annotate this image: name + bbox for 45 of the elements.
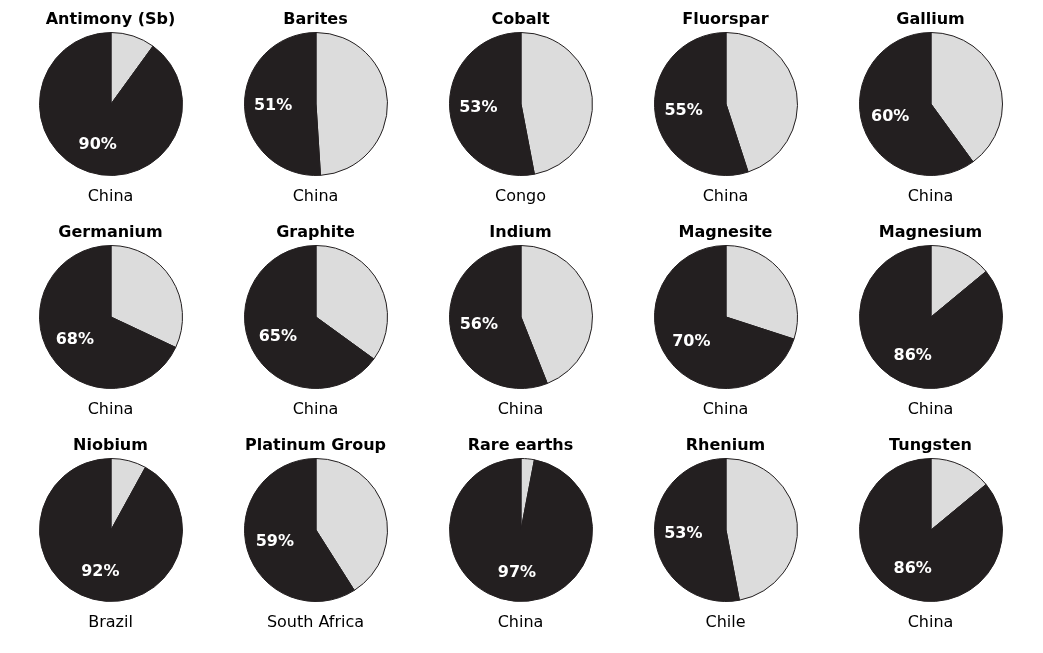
slice-label: Chile xyxy=(705,612,746,631)
data-label: 65% xyxy=(258,325,297,345)
data-label: 68% xyxy=(55,329,94,349)
slice-label: China xyxy=(907,399,954,418)
slice-label: Brazil xyxy=(88,612,133,631)
slice-label: China xyxy=(702,186,749,205)
chart-title: Barites xyxy=(283,8,348,30)
slice-label: China xyxy=(292,186,339,205)
chart-title: Rare earths xyxy=(467,434,574,456)
chart-title: Germanium xyxy=(58,221,163,243)
data-label: 59% xyxy=(255,531,294,551)
chart-title: Magnesium xyxy=(878,221,983,243)
slice-label: China xyxy=(292,399,339,418)
slice-label: China xyxy=(87,399,134,418)
chart-title: Fluorspar xyxy=(682,8,769,30)
data-label: 86% xyxy=(893,557,932,577)
chart-title: Graphite xyxy=(276,221,355,243)
chart-title: Tungsten xyxy=(889,434,972,456)
data-label: 70% xyxy=(671,331,710,351)
slice-label: China xyxy=(497,399,544,418)
slice-label: China xyxy=(497,612,544,631)
chart-title: Gallium xyxy=(896,8,965,30)
data-label: 53% xyxy=(663,523,702,543)
data-label: 56% xyxy=(459,314,498,334)
slice-label: China xyxy=(907,612,954,631)
data-label: 55% xyxy=(663,99,703,119)
chart-title: Antimony (Sb) xyxy=(45,8,176,30)
chart-title: Indium xyxy=(489,221,552,243)
slice-label: China xyxy=(87,186,134,205)
chart-title: Cobalt xyxy=(491,8,550,30)
chart-title: Platinum Group xyxy=(244,434,387,456)
data-label: 51% xyxy=(253,94,292,114)
data-label: 60% xyxy=(870,106,909,126)
chart-title: Niobium xyxy=(73,434,148,456)
data-label: 90% xyxy=(78,133,117,153)
data-label: 53% xyxy=(458,97,497,117)
slice-label: China xyxy=(907,186,954,205)
data-label: 86% xyxy=(893,344,932,364)
chart-title: Rhenium xyxy=(685,434,766,456)
data-label: 92% xyxy=(80,560,119,580)
slice-label: South Africa xyxy=(266,612,365,631)
slice-label: China xyxy=(702,399,749,418)
data-label: 97% xyxy=(497,561,536,581)
slice-label: Congo xyxy=(494,186,547,205)
chart-title: Magnesite xyxy=(678,221,773,243)
